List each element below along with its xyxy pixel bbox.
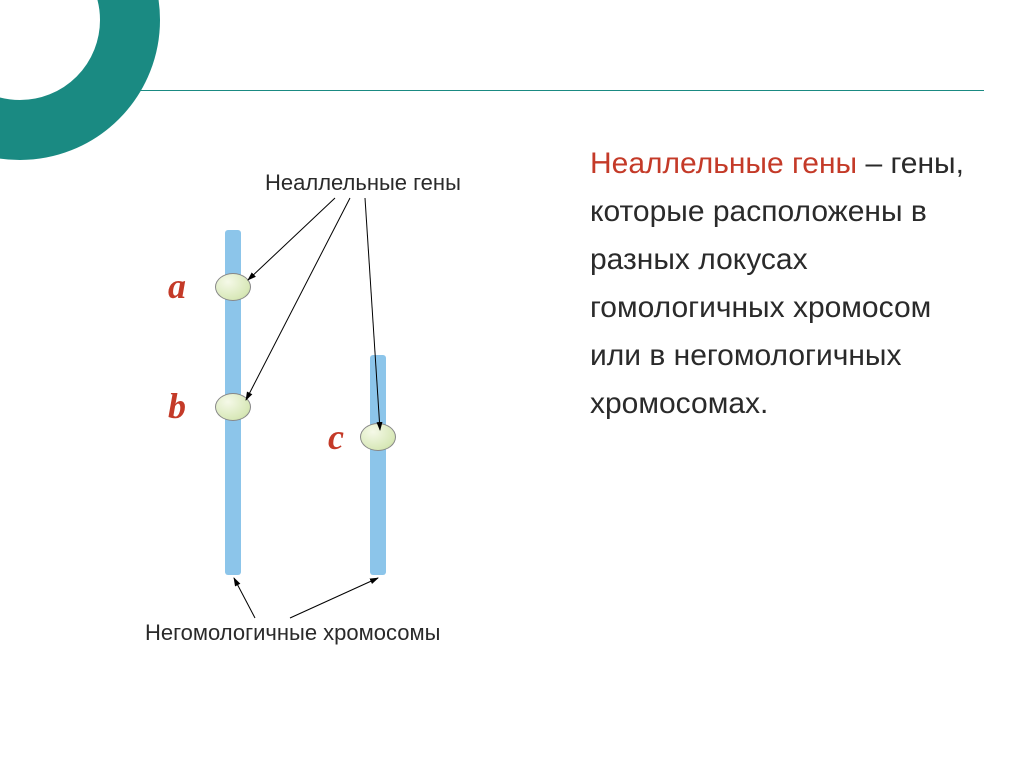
- body-text: – гены, которые расположены в разных лок…: [590, 147, 964, 420]
- term-text: Неаллельные гены: [590, 147, 857, 180]
- diagram: Неаллельные гены a b c Негомологичные хр…: [120, 160, 500, 680]
- corner-ring: [0, 0, 160, 160]
- arrow-top-to-c: [365, 198, 380, 430]
- arrow-bottom-to-chrom2: [290, 578, 378, 618]
- arrow-bottom-to-chrom1: [234, 578, 255, 618]
- definition-text: Неаллельные гены – гены, которые располо…: [590, 140, 970, 428]
- diagram-bottom-label: Негомологичные хромосомы: [145, 620, 440, 646]
- horizontal-rule: [60, 90, 984, 91]
- arrow-top-to-b: [246, 198, 350, 400]
- arrow-top-to-a: [248, 198, 335, 280]
- arrow-layer: [120, 160, 500, 680]
